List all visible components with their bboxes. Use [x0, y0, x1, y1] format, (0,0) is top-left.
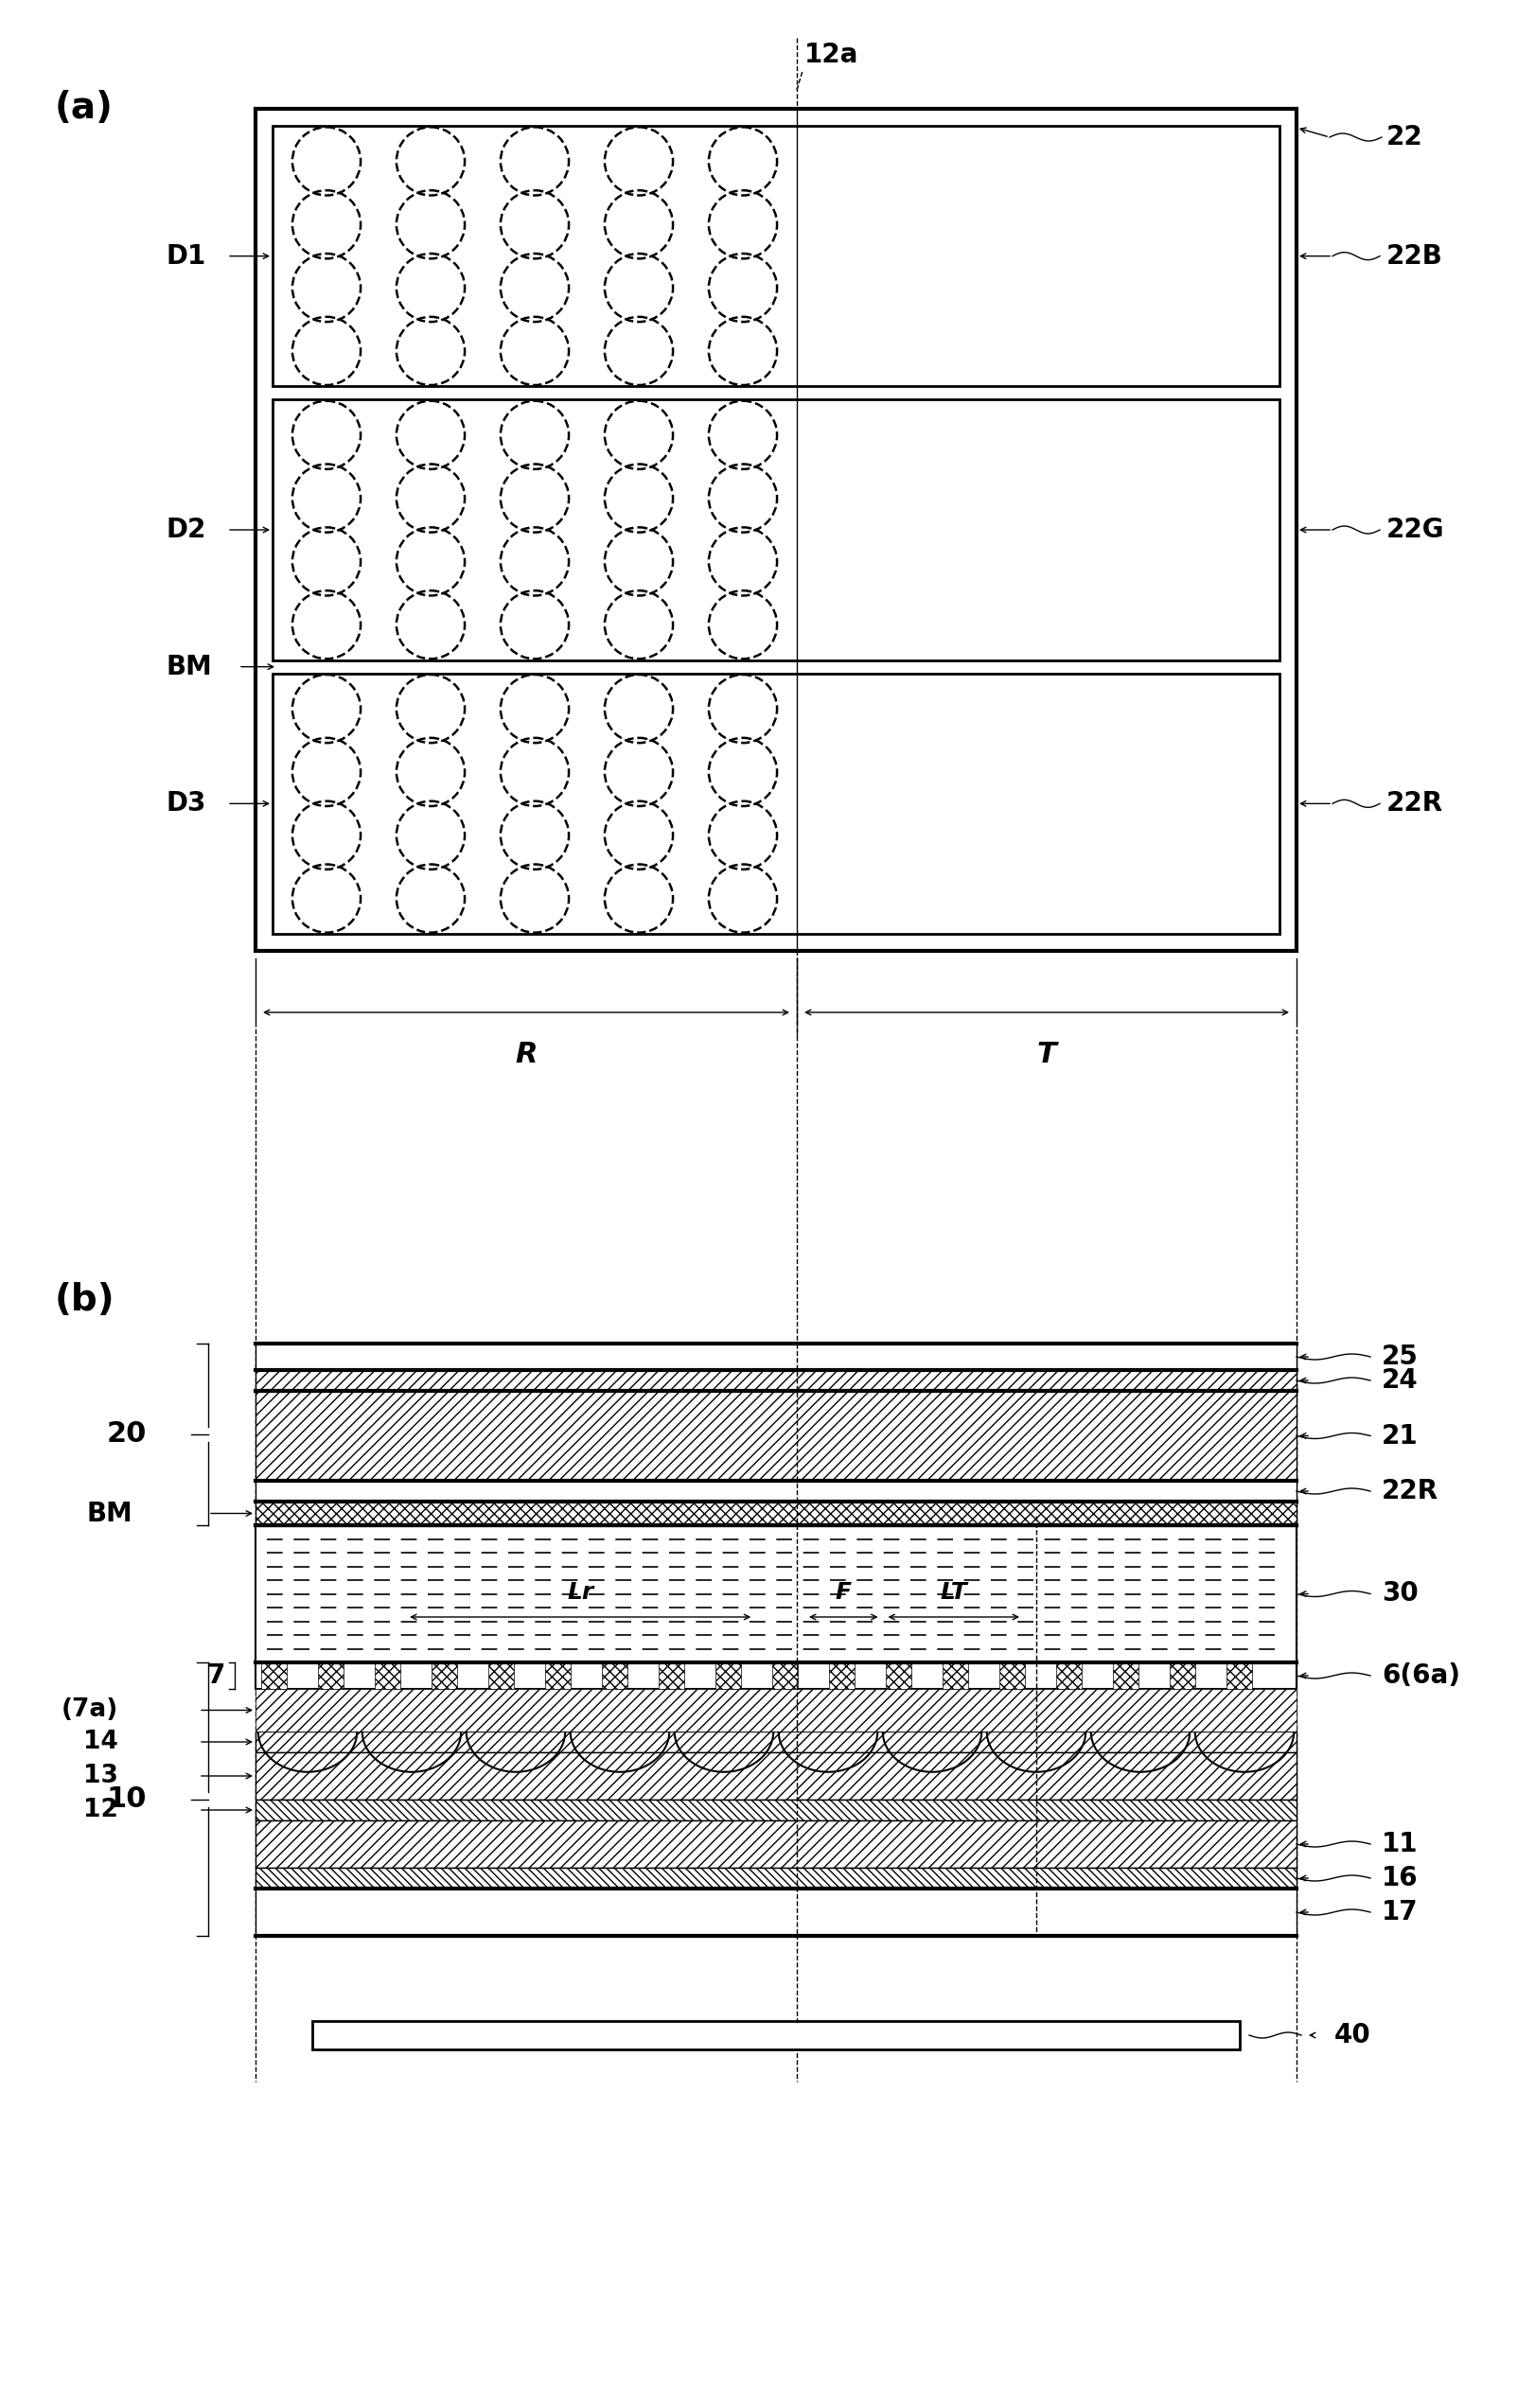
Text: 6(6a): 6(6a)	[1382, 1662, 1460, 1688]
Bar	[1056, 1662, 1082, 1688]
Text: 22R: 22R	[1382, 1479, 1438, 1505]
Bar	[318, 1662, 344, 1688]
Bar	[999, 1662, 1025, 1688]
Bar	[772, 1662, 798, 1688]
Text: 25: 25	[1382, 1344, 1418, 1370]
Bar	[255, 1662, 1297, 1688]
Bar	[545, 1662, 571, 1688]
Bar	[1113, 1662, 1139, 1688]
Text: 13: 13	[83, 1763, 118, 1789]
Bar	[886, 1662, 912, 1688]
Bar	[255, 1524, 1297, 1662]
Text: (b): (b)	[55, 1281, 115, 1317]
Bar	[255, 1370, 1297, 1392]
Text: F: F	[835, 1582, 852, 1604]
Bar	[255, 1503, 1297, 1524]
Bar	[488, 1662, 514, 1688]
Bar	[659, 1662, 685, 1688]
Text: 30: 30	[1382, 1580, 1418, 1606]
Text: R: R	[516, 1040, 537, 1069]
Text: Lr: Lr	[566, 1582, 594, 1604]
Bar	[255, 108, 1297, 951]
Text: 20: 20	[106, 1421, 147, 1447]
Bar	[375, 1662, 401, 1688]
Text: LT: LT	[939, 1582, 967, 1604]
Bar	[1170, 1662, 1196, 1688]
Text: D2: D2	[166, 518, 206, 544]
Text: 24: 24	[1382, 1368, 1418, 1394]
Bar	[312, 2020, 1240, 2049]
Text: BM: BM	[166, 653, 212, 679]
Bar	[602, 1662, 628, 1688]
Bar	[431, 1662, 457, 1688]
Bar	[261, 1662, 287, 1688]
Bar	[715, 1662, 741, 1688]
Text: 7: 7	[207, 1662, 226, 1688]
Text: 12a: 12a	[804, 41, 858, 67]
Text: 22: 22	[1386, 123, 1423, 149]
Text: (a): (a)	[55, 89, 114, 125]
Text: 40: 40	[1334, 2023, 1371, 2049]
Bar	[255, 1344, 1297, 1370]
Bar	[255, 1799, 1297, 1820]
Bar	[942, 1662, 969, 1688]
Text: 22B: 22B	[1386, 243, 1443, 270]
Text: 17: 17	[1382, 1900, 1418, 1926]
Bar	[1226, 1662, 1253, 1688]
Text: 10: 10	[106, 1784, 147, 1813]
Text: D3: D3	[166, 790, 206, 816]
Bar	[255, 1869, 1297, 1888]
Text: BM: BM	[86, 1500, 132, 1527]
Bar	[829, 1662, 855, 1688]
Text: T: T	[1036, 1040, 1056, 1069]
Text: 16: 16	[1382, 1864, 1418, 1890]
Bar	[273, 400, 1280, 660]
Bar	[273, 125, 1280, 385]
Text: 22G: 22G	[1386, 518, 1444, 544]
Text: 12: 12	[83, 1799, 118, 1823]
Bar	[255, 1753, 1297, 1799]
Bar	[255, 1888, 1297, 1936]
Bar	[255, 1392, 1297, 1481]
Text: 21: 21	[1382, 1423, 1418, 1450]
Text: 14: 14	[83, 1729, 118, 1753]
Text: 22R: 22R	[1386, 790, 1443, 816]
Text: D1: D1	[166, 243, 206, 270]
Bar	[255, 1731, 1297, 1753]
Bar	[255, 1688, 1297, 1731]
Text: 11: 11	[1382, 1830, 1418, 1857]
Bar	[255, 1481, 1297, 1503]
Bar	[273, 674, 1280, 934]
Text: (7a): (7a)	[61, 1698, 118, 1722]
Bar	[255, 1820, 1297, 1869]
